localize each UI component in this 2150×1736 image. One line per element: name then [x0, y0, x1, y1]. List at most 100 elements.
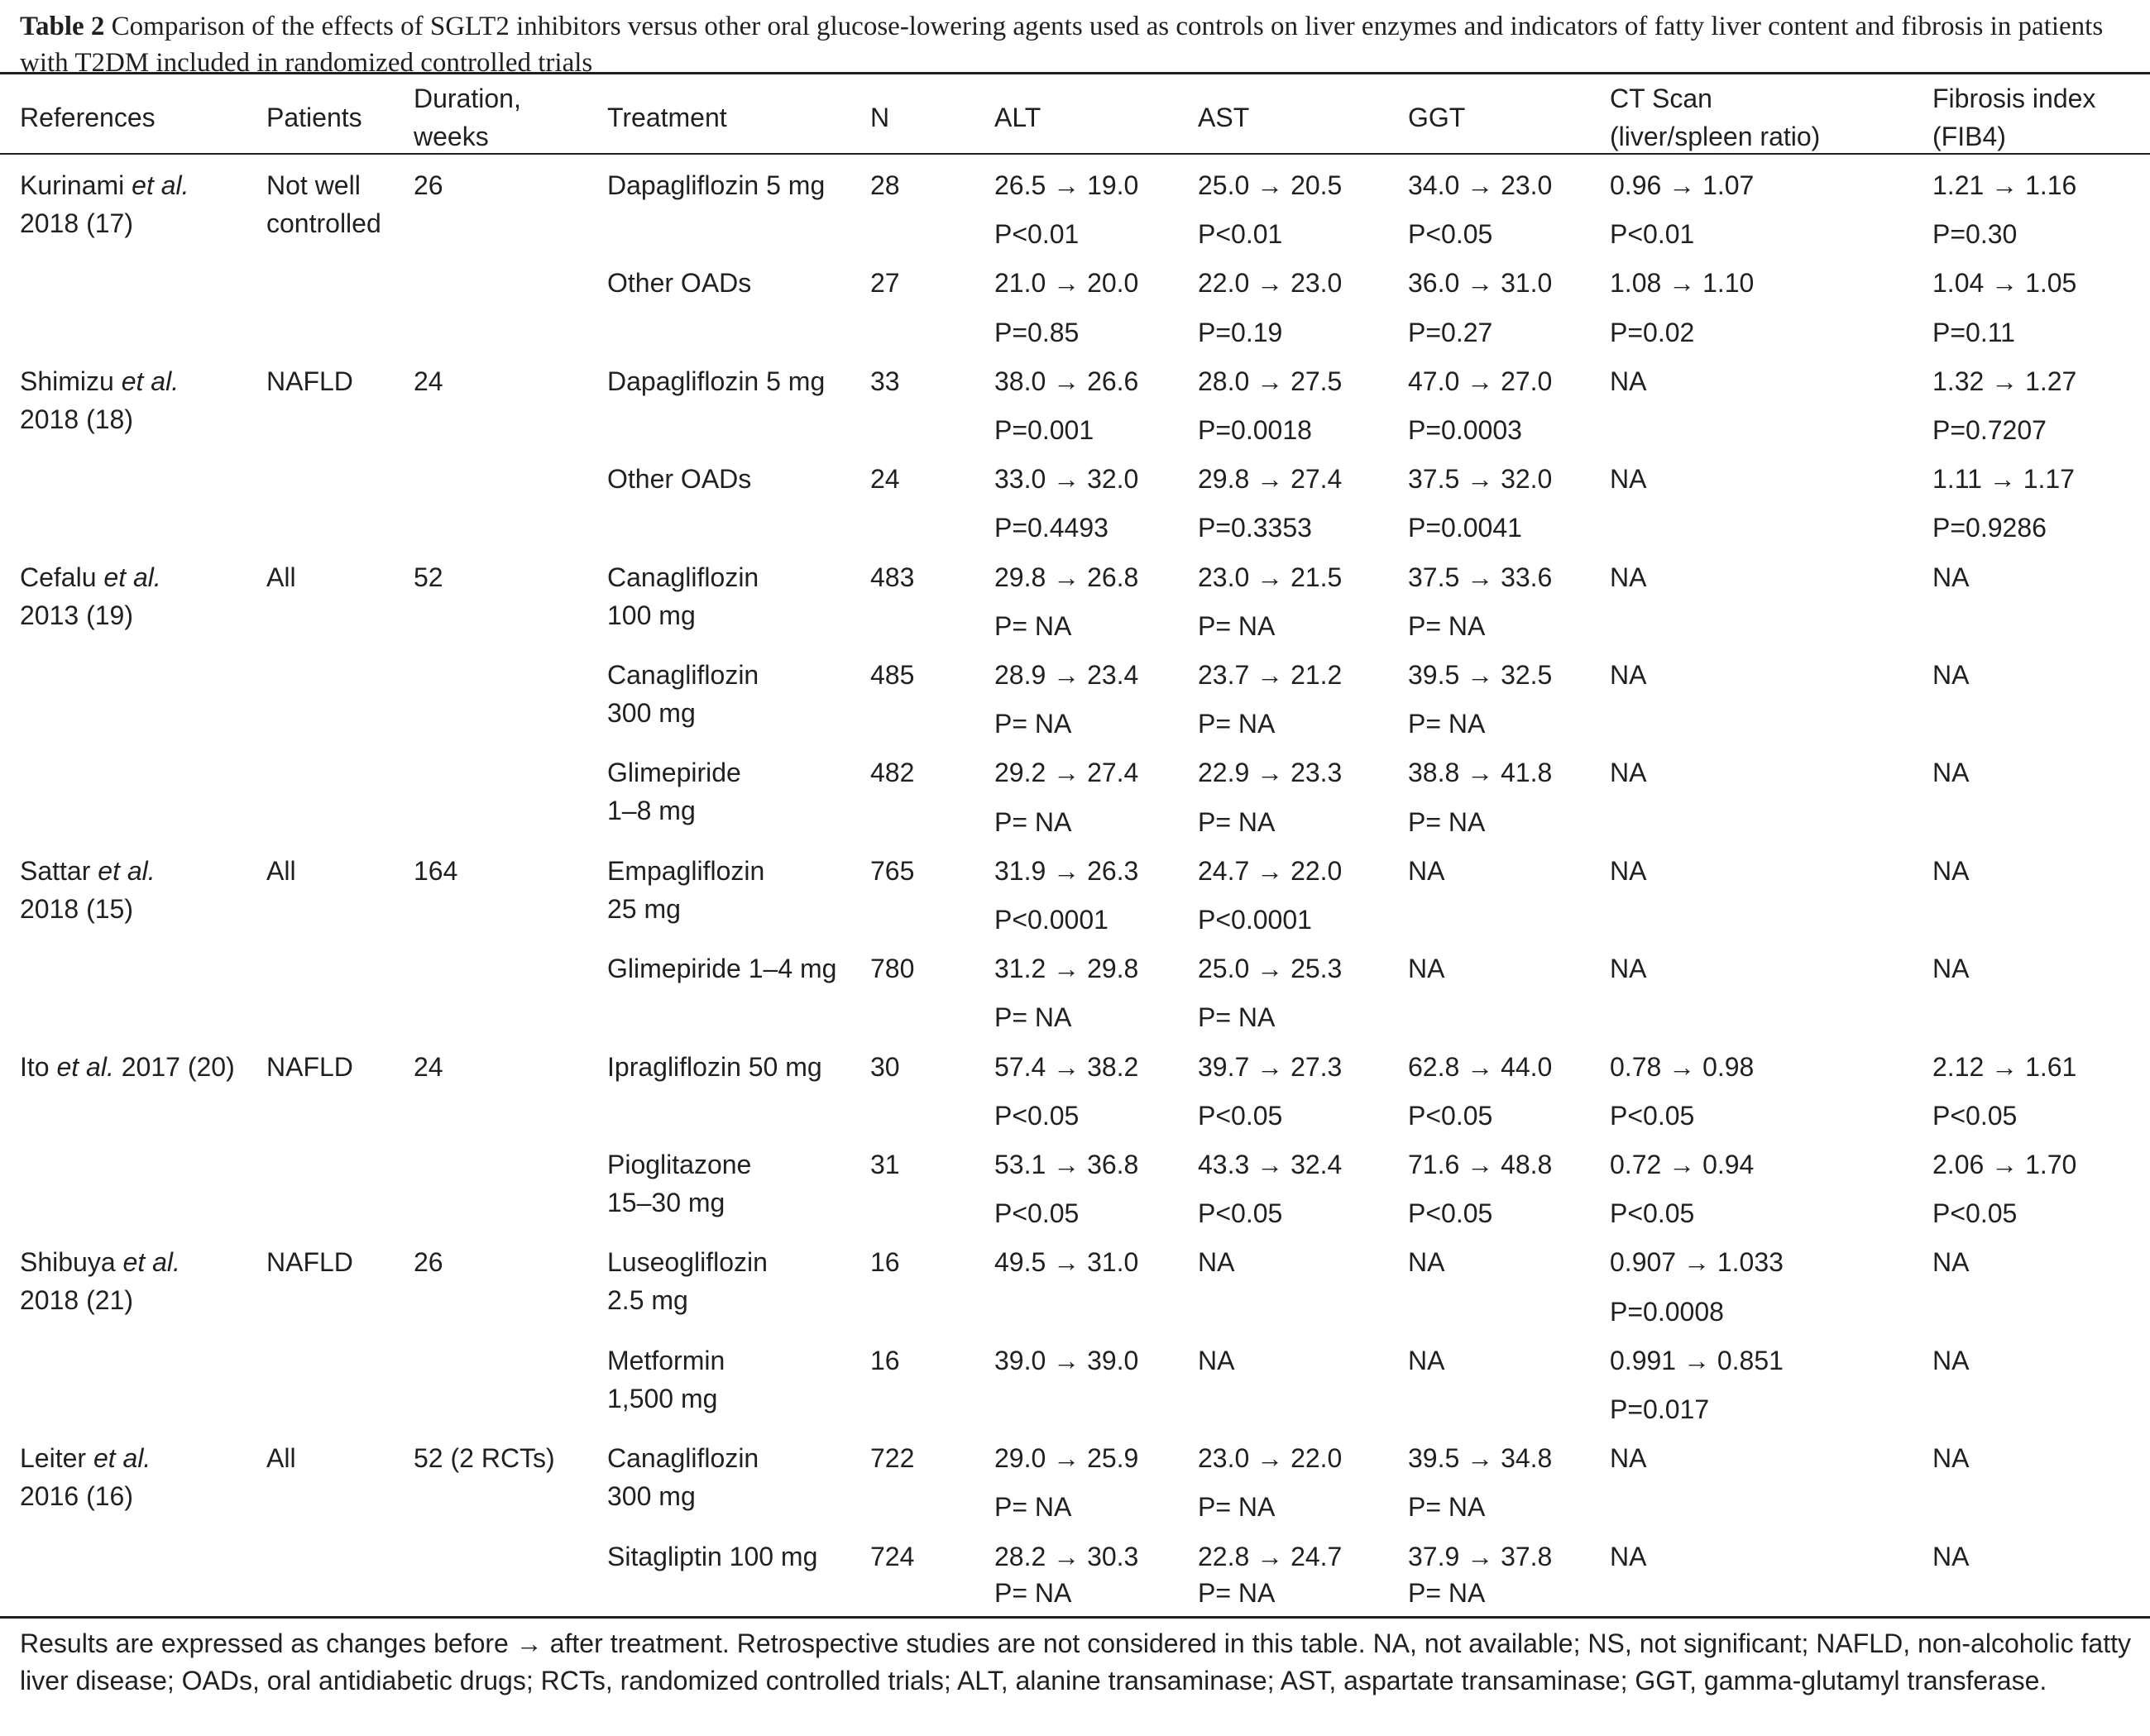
alt-pvalue-cell: P<0.05 [994, 1198, 1080, 1228]
ggt-pvalue-cell: P= NA [1408, 709, 1486, 739]
table-label: Table 2 [20, 12, 105, 41]
alt-value-cell: 29.0 → 25.9 [994, 1443, 1139, 1473]
ast-pvalue-cell: P= NA [1198, 1578, 1276, 1608]
alt-value-cell: 57.4 → 38.2 [994, 1052, 1139, 1082]
alt-value-cell: 31.2 → 29.8 [994, 954, 1139, 983]
et-al-text: et al. [103, 562, 161, 592]
header-ct-scan: CT Scan [1610, 84, 1712, 113]
reference-cell: 2016 (16) [20, 1477, 133, 1515]
treatment-cell: Ipragliflozin 50 mg [607, 1052, 822, 1082]
alt-value-cell: 53.1 → 36.8 [994, 1150, 1139, 1179]
ggt-value-cell: 39.5 → 32.5 [1408, 660, 1553, 690]
ast-value-cell: 23.7 → 21.2 [1198, 660, 1343, 690]
n-cell: 482 [870, 758, 915, 787]
fib4-value-cell: 1.11 → 1.17 [1932, 464, 2075, 494]
reference-cell: Kurinami et al. [20, 166, 189, 204]
ct-scan-pvalue-cell: P<0.01 [1610, 219, 1695, 249]
treatment-cell: Canagliflozin [607, 1443, 759, 1473]
header-rule [0, 153, 2150, 155]
header-patients: Patients [266, 103, 362, 132]
reference-cell: 2018 (17) [20, 204, 133, 242]
ggt-value-cell: 34.0 → 23.0 [1408, 170, 1553, 200]
header-ct-scan: (liver/spleen ratio) [1610, 122, 1821, 151]
ct-scan-value-cell: NA [1610, 856, 1647, 886]
fib4-value-cell: NA [1932, 562, 1970, 592]
treatment-cell: 100 mg [607, 600, 696, 630]
duration-cell: 24 [414, 366, 443, 396]
top-rule [0, 72, 2150, 74]
ggt-pvalue-cell: P=0.0003 [1408, 415, 1522, 445]
ggt-pvalue-cell: P<0.05 [1408, 1198, 1493, 1228]
n-cell: 483 [870, 562, 915, 592]
ast-pvalue-cell: P= NA [1198, 611, 1276, 641]
n-cell: 765 [870, 856, 915, 886]
alt-pvalue-cell: P<0.01 [994, 219, 1080, 249]
ct-scan-value-cell: NA [1610, 464, 1647, 494]
alt-pvalue-cell: P= NA [994, 611, 1072, 641]
treatment-cell: Dapagliflozin 5 mg [607, 170, 826, 200]
header-ast: AST [1198, 103, 1250, 132]
n-cell: 722 [870, 1443, 915, 1473]
reference-cell: 2013 (19) [20, 596, 133, 634]
ct-scan-pvalue-cell: P=0.0008 [1610, 1297, 1724, 1327]
ast-value-cell: 25.0 → 25.3 [1198, 954, 1343, 983]
ast-value-cell: 39.7 → 27.3 [1198, 1052, 1343, 1082]
ast-pvalue-cell: P=0.3353 [1198, 513, 1312, 543]
reference-cell: 2018 (18) [20, 400, 133, 438]
ct-scan-value-cell: 0.78 → 0.98 [1610, 1052, 1755, 1082]
fib4-pvalue-cell: P=0.11 [1932, 318, 2015, 347]
n-cell: 28 [870, 170, 900, 200]
fib4-pvalue-cell: P=0.30 [1932, 219, 2018, 249]
alt-pvalue-cell: P= NA [994, 1002, 1072, 1032]
alt-value-cell: 38.0 → 26.6 [994, 366, 1139, 396]
ggt-value-cell: NA [1408, 856, 1445, 886]
n-cell: 30 [870, 1052, 900, 1082]
ast-pvalue-cell: P<0.05 [1198, 1198, 1283, 1228]
treatment-cell: Pioglitazone [607, 1150, 752, 1179]
treatment-cell: 300 mg [607, 1481, 696, 1511]
reference-cell: Leiter et al. [20, 1439, 151, 1477]
reference-text: Sattar [20, 856, 98, 886]
reference-text: Shibuya [20, 1247, 123, 1277]
treatment-cell: Glimepiride 1–4 mg [607, 954, 837, 983]
duration-cell: 26 [414, 170, 443, 200]
ggt-value-cell: 62.8 → 44.0 [1408, 1052, 1553, 1082]
alt-pvalue-cell: P= NA [994, 1578, 1072, 1608]
treatment-cell: Luseogliflozin [607, 1247, 768, 1277]
ast-pvalue-cell: P= NA [1198, 1002, 1276, 1032]
duration-cell: 24 [414, 1052, 443, 1082]
treatment-cell: 25 mg [607, 894, 681, 924]
header-references: References [20, 103, 156, 132]
et-al-text: et al. [93, 1443, 151, 1473]
ggt-pvalue-cell: P<0.05 [1408, 219, 1493, 249]
fib4-value-cell: NA [1932, 758, 1970, 787]
ast-pvalue-cell: P=0.19 [1198, 318, 1283, 347]
ast-pvalue-cell: P=0.0018 [1198, 415, 1312, 445]
header-duration: Duration, [414, 84, 521, 113]
treatment-cell: Canagliflozin [607, 660, 759, 690]
et-al-text: et al. [56, 1052, 114, 1082]
fib4-value-cell: NA [1932, 954, 1970, 983]
header-fib4: (FIB4) [1932, 122, 2006, 151]
ggt-value-cell: 39.5 → 34.8 [1408, 1443, 1553, 1473]
treatment-cell: 2.5 mg [607, 1285, 688, 1315]
alt-pvalue-cell: P<0.0001 [994, 905, 1109, 935]
ggt-value-cell: 37.5 → 32.0 [1408, 464, 1553, 494]
header-duration: weeks [414, 122, 489, 151]
reference-text: Cefalu [20, 562, 104, 592]
reference-cell: Cefalu et al. [20, 558, 161, 596]
ggt-value-cell: 37.9 → 37.8 [1408, 1542, 1553, 1571]
fib4-pvalue-cell: P<0.05 [1932, 1198, 2018, 1228]
ast-value-cell: 28.0 → 27.5 [1198, 366, 1343, 396]
treatment-cell: 300 mg [607, 698, 696, 728]
patients-cell: Not well [266, 170, 361, 200]
fib4-value-cell: 1.21 → 1.16 [1932, 170, 2077, 200]
fib4-value-cell: NA [1932, 660, 1970, 690]
reference-text: 2018 (15) [20, 894, 133, 924]
ggt-pvalue-cell: P=0.0041 [1408, 513, 1522, 543]
reference-cell: 2018 (15) [20, 890, 133, 928]
patients-cell: NAFLD [266, 1247, 353, 1277]
reference-text: Ito [20, 1052, 57, 1082]
duration-cell: 164 [414, 856, 458, 886]
